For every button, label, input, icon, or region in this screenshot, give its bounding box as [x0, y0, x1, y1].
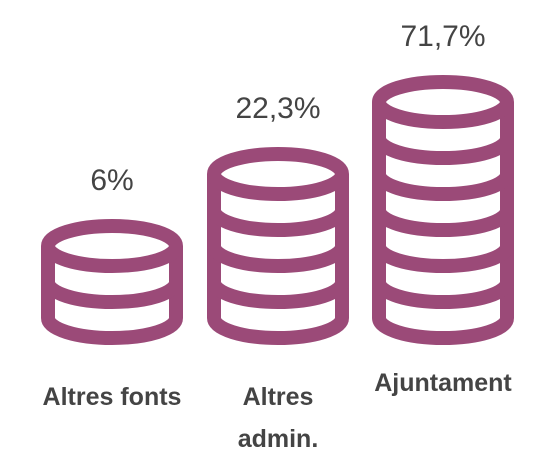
- coin-edge: [41, 280, 183, 309]
- value-label: 22,3%: [235, 92, 321, 125]
- coin-stack: [207, 147, 349, 345]
- category-label: Ajuntament: [374, 369, 512, 397]
- coin-edge: [207, 208, 349, 237]
- coin-edge: [372, 280, 514, 309]
- coin-edge: [372, 244, 514, 273]
- coin-edge: [372, 136, 514, 165]
- coin-stack: [372, 75, 514, 345]
- coin-edge: [372, 208, 514, 237]
- value-label: 6%: [90, 164, 134, 197]
- category-label: Altres admin.: [237, 383, 319, 453]
- coin-edge: [372, 172, 514, 201]
- coin-top: [372, 75, 514, 129]
- value-label: 71,7%: [400, 20, 486, 53]
- coin-stack: [41, 219, 183, 345]
- coin-edge: [207, 280, 349, 309]
- coin-edge: [207, 244, 349, 273]
- coin-top: [207, 147, 349, 201]
- category-label: Altres fonts: [42, 383, 182, 411]
- coin-top: [41, 219, 183, 273]
